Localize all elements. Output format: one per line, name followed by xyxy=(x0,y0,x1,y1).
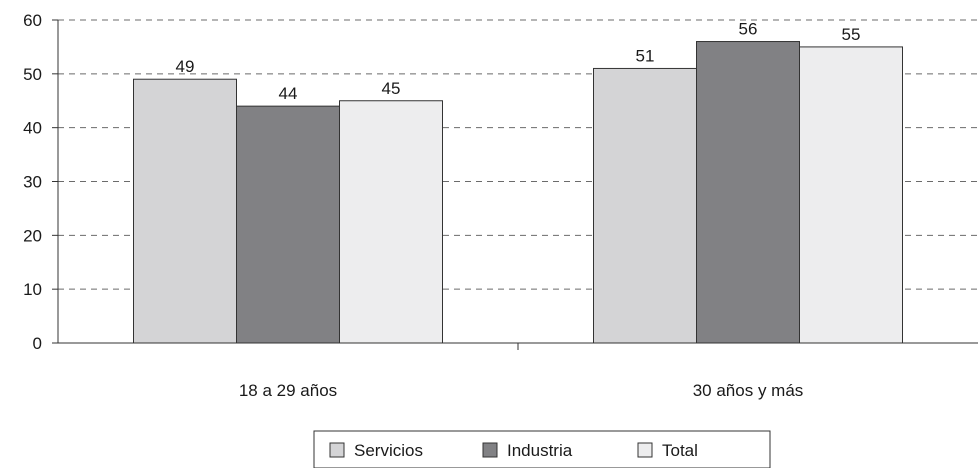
x-category-label: 18 a 29 años xyxy=(239,381,337,400)
bar-total xyxy=(339,100,443,344)
bar-total xyxy=(799,46,903,344)
legend-label-total: Total xyxy=(662,441,698,460)
legend-swatch-servicios xyxy=(329,442,345,458)
y-tick-label: 40 xyxy=(23,119,42,138)
y-axis-ticks: 0 10 20 30 40 50 60 xyxy=(23,11,58,353)
data-label: 55 xyxy=(842,25,861,44)
legend-swatch-total xyxy=(637,442,653,458)
bar-servicios xyxy=(133,78,237,344)
y-tick-label: 10 xyxy=(23,280,42,299)
data-label: 49 xyxy=(176,57,195,76)
category-labels: 18 a 29 años 30 años y más xyxy=(239,381,803,400)
bar-industria xyxy=(236,105,340,344)
legend-swatch-industria xyxy=(482,442,498,458)
legend: Servicios Industria Total xyxy=(313,430,771,468)
data-label: 51 xyxy=(636,46,655,65)
data-label: 45 xyxy=(382,79,401,98)
data-label: 56 xyxy=(739,20,758,39)
axes xyxy=(57,20,978,350)
y-tick-label: 50 xyxy=(23,65,42,84)
data-label: 44 xyxy=(279,84,298,103)
y-tick-label: 30 xyxy=(23,173,42,192)
legend-label-industria: Industria xyxy=(507,441,573,460)
x-category-label: 30 años y más xyxy=(693,381,804,400)
bars: 49 44 45 51 56 55 xyxy=(133,20,903,344)
y-tick-label: 60 xyxy=(23,11,42,30)
legend-label-servicios: Servicios xyxy=(354,441,423,460)
y-tick-label: 0 xyxy=(33,334,42,353)
y-tick-label: 20 xyxy=(23,226,42,245)
legend-box xyxy=(313,430,771,468)
bar-industria xyxy=(696,41,800,344)
bar-servicios xyxy=(593,67,697,344)
